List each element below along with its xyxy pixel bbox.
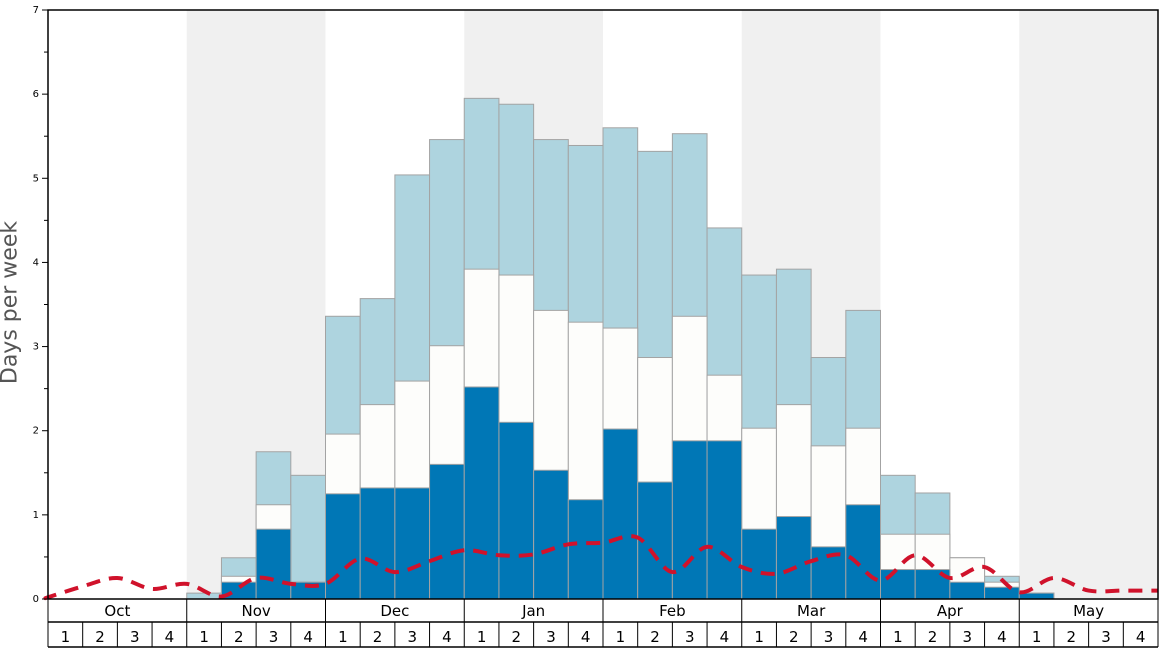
week-label: 1 (754, 628, 764, 646)
month-shade-may (1019, 10, 1158, 599)
bar-dark-blue-17 (602, 428, 639, 600)
bar-dark-blue-22 (775, 516, 812, 600)
week-label: 2 (373, 628, 383, 646)
dashed-trend-line (43, 534, 1158, 601)
month-label-mar: Mar (797, 602, 826, 620)
week-label: 1 (338, 628, 348, 646)
week-label: 2 (928, 628, 938, 646)
week-label: 3 (407, 628, 417, 646)
month-label-apr: Apr (937, 602, 964, 620)
month-label-may: May (1073, 602, 1104, 620)
bar-dark-blue-24 (845, 504, 881, 600)
y-tick-label: 1 (33, 510, 39, 521)
bar-dark-blue-21 (741, 528, 777, 600)
week-label: 3 (824, 628, 834, 646)
y-axis-label: Days per week (0, 220, 23, 385)
week-label: 3 (130, 628, 140, 646)
week-label: 3 (685, 628, 695, 646)
week-label: 4 (303, 628, 313, 646)
week-label: 1 (1032, 628, 1042, 646)
y-tick-label: 3 (33, 342, 39, 353)
bar-light-blue-8 (290, 474, 326, 600)
week-label: 4 (720, 628, 730, 646)
month-label-jan: Jan (521, 602, 545, 620)
month-label-dec: Dec (380, 602, 409, 620)
bar-dark-blue-7 (255, 528, 292, 600)
week-label: 2 (650, 628, 660, 646)
month-label-feb: Feb (659, 602, 686, 620)
week-label: 2 (1067, 628, 1077, 646)
week-label: 4 (1136, 628, 1146, 646)
week-label: 2 (234, 628, 244, 646)
week-label: 4 (997, 628, 1007, 646)
week-label: 2 (512, 628, 522, 646)
y-tick-label: 0 (33, 594, 39, 605)
week-label: 4 (581, 628, 591, 646)
bar-light-blue-5 (186, 592, 222, 600)
bar-dark-blue-15 (533, 469, 569, 600)
bar-dark-blue-25 (880, 569, 916, 600)
week-label: 1 (199, 628, 209, 646)
week-label: 1 (61, 628, 71, 646)
y-tick-label: 6 (33, 89, 39, 100)
y-tick-label: 2 (33, 426, 39, 437)
bar-dark-blue-27 (949, 581, 986, 600)
bar-dark-blue-20 (706, 440, 743, 600)
week-label: 4 (858, 628, 868, 646)
bar-dark-blue-12 (429, 463, 465, 600)
bar-dark-blue-16 (567, 499, 604, 600)
y-tick-label: 4 (33, 257, 39, 268)
bar-dark-blue-10 (359, 487, 396, 600)
week-label: 4 (442, 628, 452, 646)
week-label: 3 (269, 628, 279, 646)
bar-dark-blue-28 (984, 586, 1020, 600)
week-label: 1 (477, 628, 487, 646)
month-label-nov: Nov (241, 602, 270, 620)
bar-dark-blue-13 (463, 386, 500, 600)
month-label-oct: Oct (104, 602, 130, 620)
y-tick-label: 5 (33, 173, 39, 184)
week-label: 2 (95, 628, 105, 646)
week-label: 4 (165, 628, 175, 646)
y-tick-label: 7 (33, 5, 39, 16)
week-label: 1 (893, 628, 903, 646)
bar-dark-blue-14 (498, 421, 535, 600)
week-label: 2 (789, 628, 799, 646)
bar-dark-blue-11 (394, 487, 431, 600)
bar-dark-blue-19 (671, 440, 708, 600)
week-label: 3 (962, 628, 972, 646)
week-label: 1 (616, 628, 626, 646)
week-label: 3 (546, 628, 556, 646)
week-label: 3 (1101, 628, 1111, 646)
